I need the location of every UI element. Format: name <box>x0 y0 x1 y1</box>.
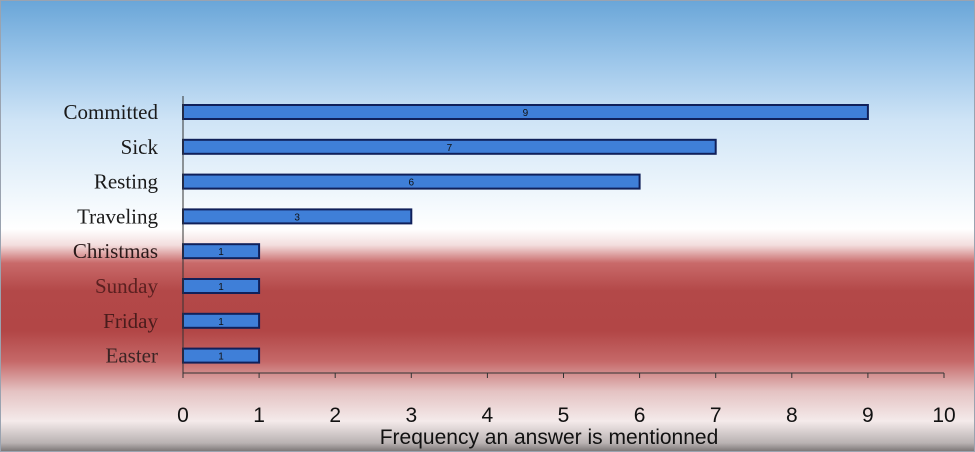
data-label-sick: 7 <box>447 143 453 154</box>
x-axis <box>182 96 944 374</box>
x-tick-label: 6 <box>634 404 646 427</box>
data-label-sunday: 1 <box>218 282 224 293</box>
x-tick-label: 10 <box>932 404 955 427</box>
category-label-christmas: Christmas <box>73 239 158 263</box>
x-tick-label: 2 <box>329 404 341 427</box>
x-tick-label: 4 <box>482 404 494 427</box>
x-axis-title: Frequency an answer is mentionned <box>380 426 719 449</box>
x-tick-label: 3 <box>405 404 417 427</box>
category-label-easter: Easter <box>106 344 158 368</box>
category-label-sick: Sick <box>121 135 159 159</box>
x-tick-label: 5 <box>558 404 570 427</box>
data-label-easter: 1 <box>218 352 224 363</box>
category-label-friday: Friday <box>103 309 158 333</box>
data-label-resting: 6 <box>409 178 415 189</box>
data-label-committed: 9 <box>523 108 529 119</box>
x-tick-labels: 0 1 2 3 4 5 6 7 8 9 10 <box>177 373 956 427</box>
x-tick-label: 7 <box>710 404 722 427</box>
category-label-committed: Committed <box>64 100 159 124</box>
bars-layer: 9 7 6 3 1 1 1 1 <box>182 104 869 364</box>
x-tick-label: 8 <box>786 404 798 427</box>
x-tick-label: 0 <box>177 404 189 427</box>
data-label-friday: 1 <box>218 317 224 328</box>
category-label-sunday: Sunday <box>95 274 159 298</box>
x-tick-label: 9 <box>862 404 874 427</box>
data-label-christmas: 1 <box>218 247 224 258</box>
x-tick-label: 1 <box>253 404 265 427</box>
category-label-traveling: Traveling <box>77 204 158 228</box>
data-label-traveling: 3 <box>294 212 300 223</box>
category-label-resting: Resting <box>94 170 159 194</box>
category-labels: Committed Sick Resting Traveling Christmas Su… <box>64 100 159 368</box>
